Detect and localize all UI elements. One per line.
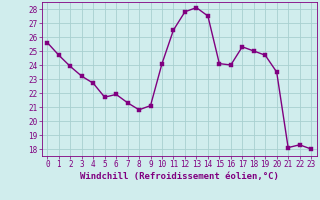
X-axis label: Windchill (Refroidissement éolien,°C): Windchill (Refroidissement éolien,°C) [80, 172, 279, 181]
